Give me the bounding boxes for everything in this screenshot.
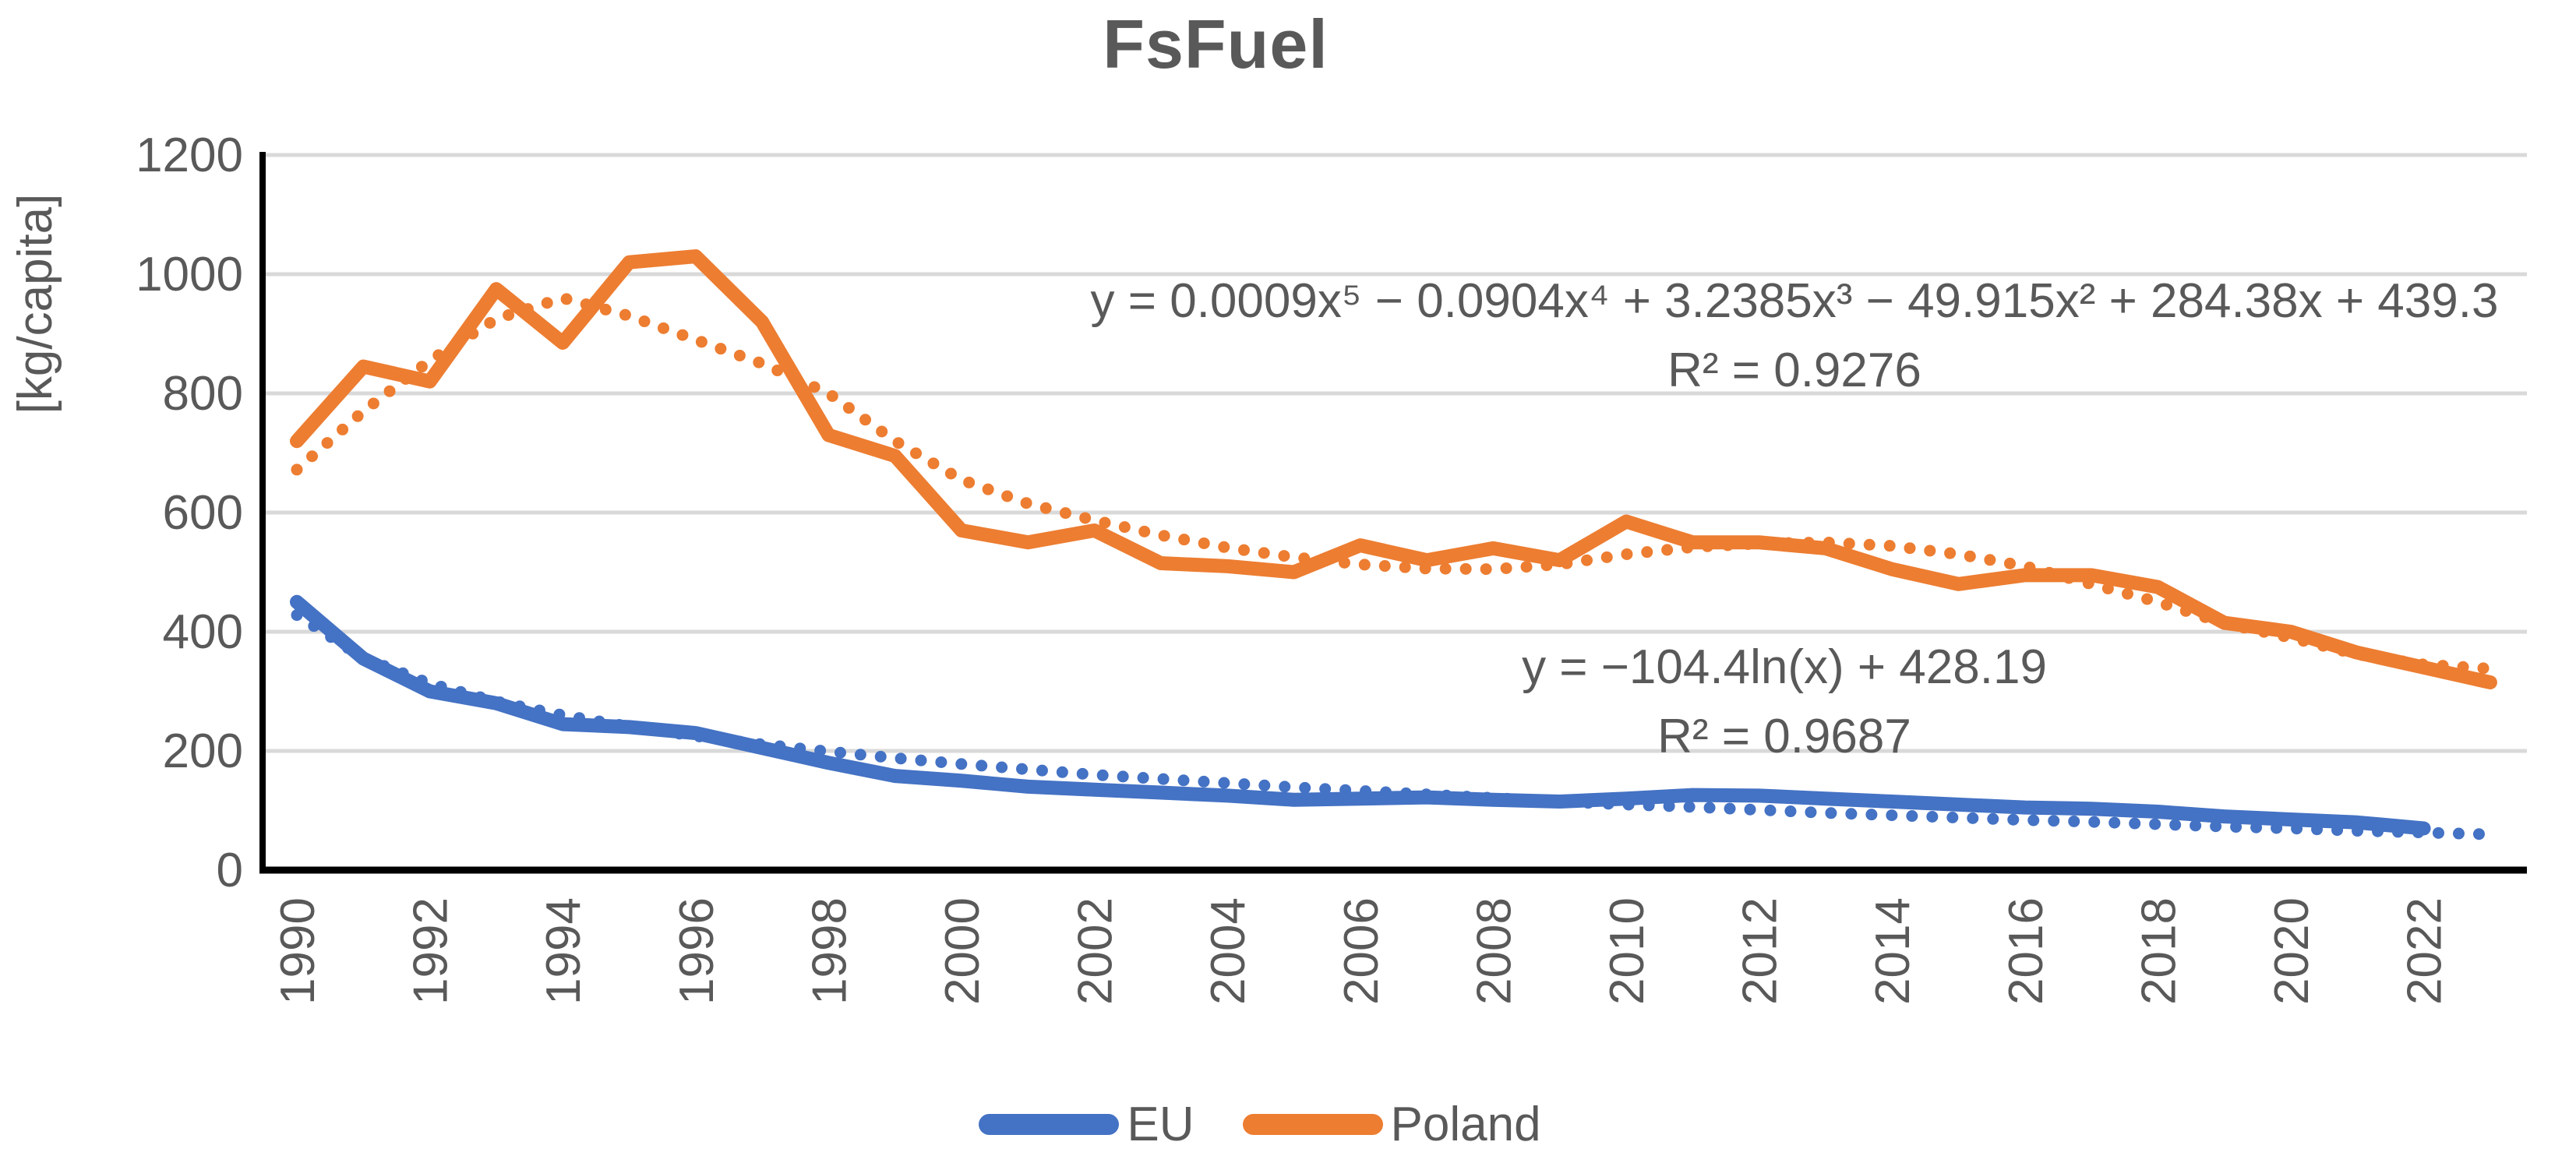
- x-tick-label: 1992: [404, 897, 458, 1005]
- x-tick-label: 1998: [803, 897, 856, 1005]
- eu-trend-annotation: y = −104.4ln(x) + 428.19 R² = 0.9687: [1356, 633, 2213, 771]
- y-tick-label: 0: [217, 844, 243, 897]
- y-tick-label: 1000: [136, 248, 243, 301]
- y-tick-label: 800: [163, 367, 243, 421]
- x-tick-label: 2000: [936, 897, 990, 1005]
- legend-label-eu: EU: [1127, 1098, 1194, 1151]
- x-tick-label: 2002: [1069, 897, 1123, 1005]
- eu-line-swatch: [979, 1114, 1120, 1135]
- x-tick-label: 2018: [2132, 897, 2186, 1005]
- x-tick-label: 1994: [537, 897, 591, 1005]
- x-tick-label: 2012: [1734, 897, 1787, 1005]
- y-axis-title: [kg/capita]: [9, 194, 62, 414]
- x-tick-label: 2016: [1999, 897, 2053, 1005]
- chart-legend: EU Poland: [0, 1097, 2520, 1152]
- x-tick-label: 2004: [1202, 897, 1255, 1005]
- y-tick-label: 1200: [136, 129, 243, 182]
- poland-trend-equation: y = 0.0009x⁵ − 0.0904x⁴ + 3.2385x³ − 49.…: [1090, 274, 2499, 328]
- poland-line-swatch: [1242, 1114, 1383, 1135]
- legend-item-eu: EU: [979, 1097, 1194, 1152]
- eu-series-line: [290, 594, 2431, 836]
- y-tick-label: 200: [163, 724, 243, 778]
- x-tick-label: 1990: [271, 897, 325, 1005]
- y-tick-label: 600: [163, 486, 243, 540]
- poland-trendline: [291, 292, 2497, 675]
- x-tick-label: 2008: [1467, 897, 1521, 1005]
- x-tick-label: 1996: [670, 897, 724, 1005]
- x-tick-label: 2020: [2265, 897, 2319, 1005]
- chart-title: FsFuel: [1103, 5, 1329, 83]
- poland-trend-r2: R² = 0.9276: [1667, 344, 1921, 397]
- legend-label-poland: Poland: [1390, 1098, 1541, 1151]
- poland-series-line: [290, 249, 2497, 690]
- y-tick-label: 400: [163, 605, 243, 659]
- eu-trend-r2: R² = 0.9687: [1657, 710, 1911, 763]
- x-tick-label: 2006: [1335, 897, 1389, 1005]
- x-tick-label: 2010: [1600, 897, 1654, 1005]
- poland-trend-annotation: y = 0.0009x⁵ − 0.0904x⁴ + 3.2385x³ − 49.…: [1013, 266, 2576, 405]
- x-tick-label: 2014: [1866, 897, 1920, 1005]
- x-tick-label: 2022: [2398, 897, 2452, 1005]
- legend-item-poland: Poland: [1242, 1097, 1541, 1152]
- eu-trend-equation: y = −104.4ln(x) + 428.19: [1522, 640, 2047, 694]
